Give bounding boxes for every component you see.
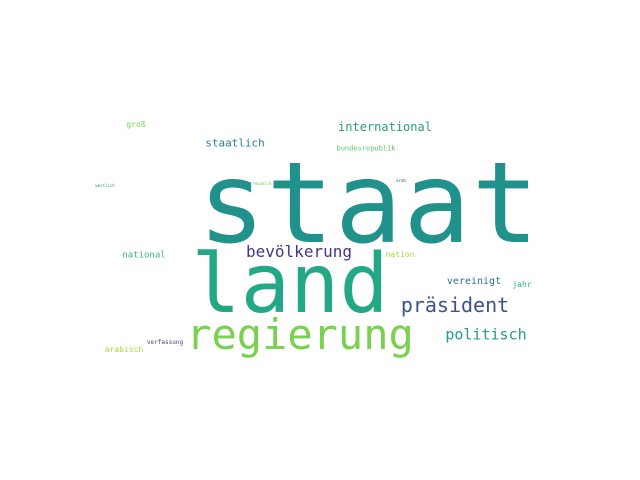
- word-bevoelkerung: bevölkerung: [246, 242, 352, 261]
- word-bundesrepublik: bundesrepublik: [336, 144, 396, 153]
- word-westlich: westlich: [95, 183, 115, 188]
- word-arab: arab: [396, 178, 406, 183]
- word-staatlich: staatlich: [205, 136, 265, 150]
- word-land: land: [191, 237, 389, 332]
- word-republik: republik: [252, 181, 272, 186]
- word-gross: groß: [126, 120, 146, 129]
- word-verfassung: verfassung: [146, 339, 184, 346]
- word-politisch: politisch: [445, 325, 527, 344]
- word-vereinigt: vereinigt: [446, 276, 502, 287]
- word-praesident: präsident: [400, 293, 510, 317]
- word-staat: staat: [197, 139, 541, 269]
- word-arabisch: arabisch: [104, 345, 144, 354]
- word-international: international: [338, 120, 432, 134]
- word-regierung: regierung: [186, 310, 414, 359]
- word-national: national: [122, 250, 166, 261]
- word-nation: nation: [385, 250, 415, 259]
- word-jahr: jahr: [512, 280, 532, 289]
